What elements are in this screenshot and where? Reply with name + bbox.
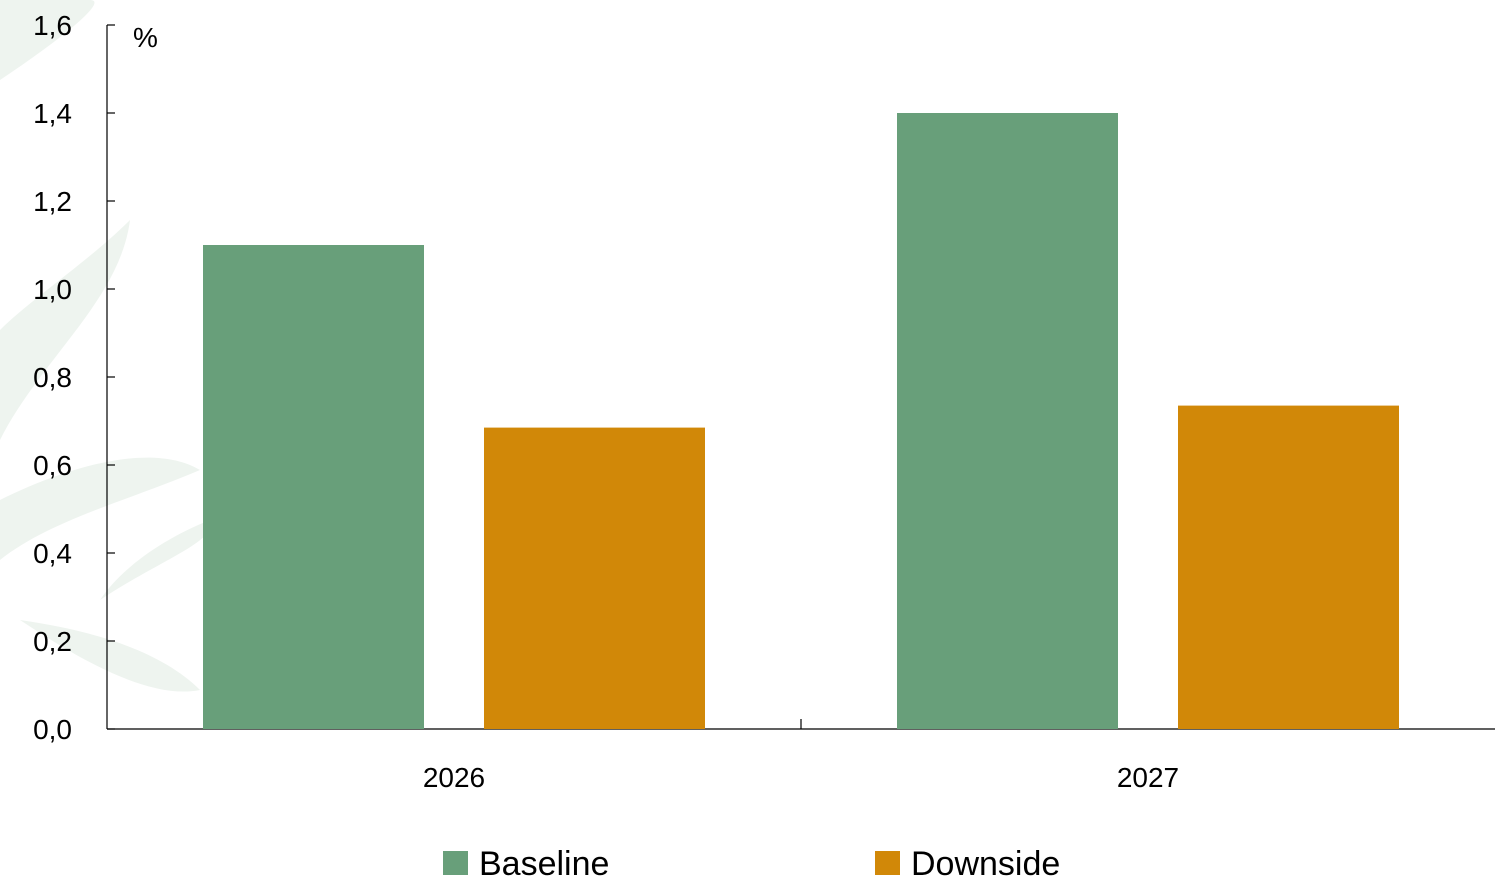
legend-label-downside: Downside — [911, 845, 1060, 883]
labels: 0,0 0,2 0,4 0,6 0,8 1,0 1,2 1,4 1,6 % 2026 2027 — [33, 10, 1179, 793]
legend: Baseline Downside — [443, 845, 1060, 883]
legend-swatch-downside — [875, 851, 900, 875]
y-tick-label: 0,2 — [33, 626, 72, 657]
bar-downside-2027 — [1178, 405, 1399, 729]
y-tick-label: 1,0 — [33, 274, 72, 305]
legend-label-baseline: Baseline — [479, 845, 609, 883]
y-tick-label: 0,4 — [33, 538, 72, 569]
x-category-label: 2027 — [1117, 762, 1179, 793]
y-axis-unit-label: % — [133, 22, 158, 53]
y-tick-label: 0,8 — [33, 362, 72, 393]
y-tick-label: 0,6 — [33, 450, 72, 481]
bar-baseline-2027 — [897, 113, 1118, 729]
bar-downside-2026 — [484, 427, 705, 729]
y-tick-label: 0,0 — [33, 714, 72, 745]
y-tick-label: 1,2 — [33, 186, 72, 217]
leaf-watermark — [0, 0, 212, 692]
y-tick-label: 1,6 — [33, 10, 72, 41]
bar-baseline-2026 — [203, 245, 424, 729]
y-tick-label: 1,4 — [33, 98, 72, 129]
bars — [203, 113, 1399, 729]
legend-swatch-baseline — [443, 851, 468, 875]
x-category-label: 2026 — [423, 762, 485, 793]
